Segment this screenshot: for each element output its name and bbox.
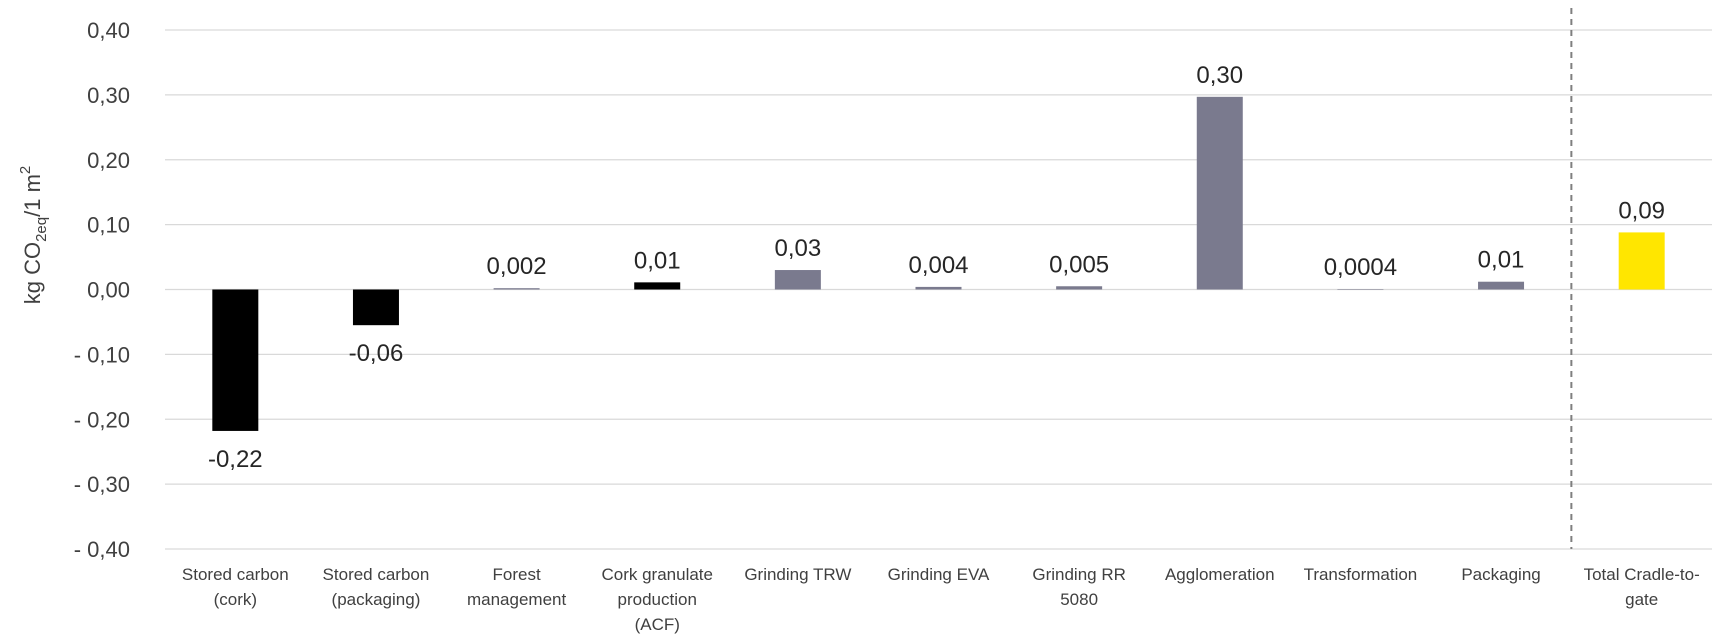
y-tick-label: - 0,20: [74, 407, 130, 432]
data-label: 0,30: [1196, 62, 1243, 89]
x-tick-label-line: 5080: [1060, 590, 1098, 609]
x-tick-label: Total Cradle-to-gate: [1584, 565, 1700, 609]
y-axis-ticks: 0,40 0,30 0,20 0,10 0,00 - 0,10 - 0,20 - 0,30 - …: [74, 18, 130, 562]
data-label: 0,01: [634, 247, 681, 274]
y-axis-label-base: kg CO: [20, 242, 45, 304]
y-tick-label: 0,20: [87, 148, 130, 173]
bar: [1056, 286, 1103, 290]
bar: [1337, 289, 1384, 290]
x-tick-label: Cork granulate production (ACF): [601, 565, 713, 634]
x-tick-label-line: Packaging: [1461, 565, 1540, 584]
data-label: 0,0004: [1324, 254, 1397, 281]
data-label: -0,06: [349, 340, 404, 367]
data-label: -0,22: [208, 446, 263, 473]
y-axis-label-mid: /1 m: [20, 174, 45, 217]
y-tick-label: 0,00: [87, 278, 130, 303]
data-label: 0,03: [775, 235, 822, 262]
y-tick-label: 0,10: [87, 213, 130, 238]
bar: [774, 270, 821, 290]
bar: [1478, 281, 1525, 290]
y-tick-label: - 0,30: [74, 472, 130, 497]
x-tick-label: Agglomeration: [1165, 565, 1275, 584]
x-axis-ticks: Stored carbon (cork) Stored carbon (packagi…: [182, 565, 1700, 634]
x-tick-label-line: (packaging): [332, 590, 421, 609]
x-tick-label: Transformation: [1304, 565, 1418, 584]
x-tick-label-line: Transformation: [1304, 565, 1418, 584]
x-tick-label-line: Cork granulate: [601, 565, 713, 584]
x-tick-label-line: Forest: [492, 565, 540, 584]
y-tick-label: 0,30: [87, 83, 130, 108]
y-axis-label-superscript: 2: [17, 166, 34, 174]
x-tick-label: Forest management: [467, 565, 567, 609]
bar: [352, 289, 399, 326]
data-label: 0,005: [1049, 251, 1109, 278]
x-tick-label: Grinding EVA: [888, 565, 990, 584]
y-axis-label: kg CO2eq/1 m2: [17, 166, 50, 305]
bar: [634, 282, 681, 290]
bar: [493, 288, 540, 290]
x-tick-label-line: production: [618, 590, 697, 609]
x-tick-label: Packaging: [1461, 565, 1540, 584]
bars: [212, 96, 1665, 431]
x-tick-label-line: Grinding TRW: [744, 565, 851, 584]
bar: [1618, 232, 1665, 290]
x-tick-label-line: Grinding RR: [1032, 565, 1126, 584]
bar: [915, 286, 962, 290]
x-tick-label-line: management: [467, 590, 567, 609]
x-tick-label: Grinding RR 5080: [1032, 565, 1126, 609]
bar: [1196, 96, 1243, 290]
x-tick-label-line: (cork): [214, 590, 257, 609]
x-tick-label-line: Stored carbon: [182, 565, 289, 584]
bar: [212, 289, 259, 431]
y-tick-label: - 0,40: [74, 537, 130, 562]
x-tick-label-line: (ACF): [635, 615, 680, 634]
data-label: 0,004: [908, 252, 968, 279]
x-tick-label-line: gate: [1625, 590, 1658, 609]
data-label: 0,01: [1478, 247, 1525, 274]
x-tick-label-line: Total Cradle-to-: [1584, 565, 1700, 584]
x-tick-label: Stored carbon (cork): [182, 565, 289, 609]
x-tick-label-line: Agglomeration: [1165, 565, 1275, 584]
y-tick-label: 0,40: [87, 18, 130, 43]
data-label: 0,09: [1618, 197, 1665, 224]
y-tick-label: - 0,10: [74, 342, 130, 367]
data-labels: -0,22 -0,06 0,002 0,01 0,03 0,004 0,005 0,30 0,0…: [208, 62, 1665, 473]
x-tick-label: Stored carbon (packaging): [323, 565, 430, 609]
y-axis-label-subscript: 2eq: [33, 217, 50, 242]
data-label: 0,002: [487, 253, 547, 280]
x-tick-label: Grinding TRW: [744, 565, 851, 584]
x-tick-label-line: Grinding EVA: [888, 565, 990, 584]
x-tick-label-line: Stored carbon: [323, 565, 430, 584]
